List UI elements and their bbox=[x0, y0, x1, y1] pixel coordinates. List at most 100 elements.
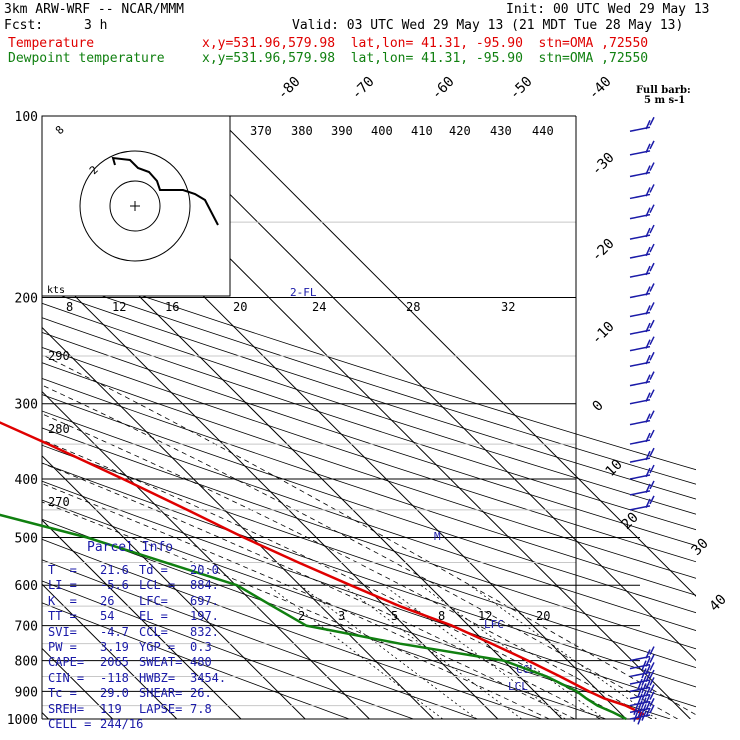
dry-adiabat-line bbox=[42, 377, 696, 596]
level-label: LFC bbox=[484, 618, 504, 631]
wind-barb bbox=[629, 464, 655, 480]
barb-flag bbox=[641, 660, 647, 671]
theta-label: 440 bbox=[532, 124, 554, 138]
barb-flag bbox=[645, 374, 651, 384]
fcst-value: 3 h bbox=[84, 18, 108, 33]
parcel-info-cell: SWEAT= bbox=[139, 655, 183, 670]
theta-label: 280 bbox=[48, 422, 70, 436]
wind-barb bbox=[629, 495, 655, 511]
barb-flag bbox=[649, 319, 655, 329]
isotherm-line bbox=[42, 390, 370, 719]
barb-legend-title: Full barb: bbox=[636, 85, 691, 96]
mixing-ratio-label: 2 bbox=[298, 609, 305, 623]
barb-flag bbox=[645, 701, 651, 711]
barb-flag bbox=[649, 302, 655, 311]
wind-barb bbox=[629, 646, 655, 662]
barb-flag bbox=[649, 464, 655, 474]
pressure-tick-label: 600 bbox=[15, 579, 38, 594]
parcel-info-cell: 884. bbox=[190, 578, 219, 593]
mixing-ratio-label: 20 bbox=[536, 609, 550, 623]
wind-barb bbox=[629, 243, 655, 259]
pressure-tick-label: 700 bbox=[15, 620, 38, 635]
wind-barb bbox=[629, 302, 655, 318]
pressure-tick-label: 200 bbox=[15, 292, 38, 307]
barb-flag bbox=[649, 204, 655, 214]
wind-barb bbox=[629, 319, 655, 335]
wind-barb bbox=[629, 371, 655, 387]
barb-flag bbox=[645, 339, 651, 349]
barb-flag bbox=[637, 686, 643, 698]
parcel-info-cell: 7.8 bbox=[190, 701, 212, 716]
init-time: Init: 00 UTC Wed 29 May 13 bbox=[506, 2, 710, 17]
dry-adiabat-line bbox=[42, 362, 696, 579]
parcel-info-cell: -5.6 bbox=[100, 578, 129, 593]
wind-barb bbox=[629, 140, 655, 156]
parcel-info-cell: 20.0 bbox=[190, 563, 219, 577]
barb-flag bbox=[645, 694, 651, 704]
barb-flag bbox=[649, 224, 655, 234]
barb-legend-units: 5 m s-1 bbox=[644, 95, 686, 106]
barb-flag bbox=[641, 668, 647, 679]
isotherm-label: 0 bbox=[590, 398, 607, 415]
parcel-info-cell: CCL= bbox=[139, 624, 168, 639]
barb-flag bbox=[649, 371, 655, 380]
mixing-ratio-line bbox=[420, 584, 605, 719]
wind-barb bbox=[629, 336, 655, 352]
isotherm-label: -70 bbox=[349, 74, 378, 103]
barb-flag bbox=[637, 700, 643, 712]
parcel-info-cell: 54 bbox=[100, 609, 115, 624]
moist-adiabat-line bbox=[42, 462, 601, 719]
parcel-info-cell: 3454. bbox=[190, 670, 227, 685]
isotherm-line bbox=[42, 583, 178, 719]
parcel-info-cell: SREH= bbox=[48, 701, 85, 716]
barb-flag bbox=[645, 227, 651, 238]
barb-flag bbox=[645, 483, 651, 494]
model-title: 3km ARW-WRF -- NCAR/MMM bbox=[4, 2, 185, 17]
parcel-info-cell: CIN = bbox=[48, 670, 85, 685]
parcel-info-cell: 0.3 bbox=[190, 640, 212, 654]
hodograph-trace bbox=[111, 156, 219, 226]
mixing-ratio-line bbox=[383, 584, 566, 719]
parcel-info-cell: HWBZ= bbox=[139, 670, 176, 685]
isotherm-label: -30 bbox=[589, 150, 618, 179]
barb-flag bbox=[645, 354, 651, 365]
wind-barb bbox=[629, 677, 655, 698]
barb-flag bbox=[649, 646, 655, 655]
barb-flag bbox=[645, 432, 651, 443]
wind-barb bbox=[629, 684, 655, 705]
parcel-info-cell: 29.0 bbox=[100, 686, 129, 701]
wind-barb bbox=[629, 691, 655, 716]
moist-adiabat-label: 28 bbox=[406, 300, 420, 314]
barb-flag bbox=[649, 336, 655, 346]
moist-adiabat-label: 24 bbox=[312, 300, 326, 314]
barb-flag bbox=[649, 162, 655, 171]
barb-flag bbox=[649, 447, 655, 457]
wind-barb bbox=[629, 283, 655, 299]
wind-barb bbox=[629, 351, 655, 367]
pressure-tick-label: 100 bbox=[15, 110, 38, 125]
parcel-info-cell: -118 bbox=[100, 670, 129, 685]
barb-flag bbox=[645, 392, 651, 402]
barb-flag bbox=[649, 480, 655, 490]
barb-flag bbox=[645, 467, 651, 478]
barb-flag bbox=[649, 691, 655, 700]
barb-flag bbox=[649, 704, 655, 714]
barb-flag bbox=[649, 669, 655, 679]
theta-label: 400 bbox=[371, 124, 393, 138]
moist-adiabat-label: 12 bbox=[112, 300, 126, 314]
isotherm-label: -60 bbox=[429, 74, 458, 103]
barb-flag bbox=[645, 265, 651, 276]
moist-adiabat-label: 16 bbox=[165, 300, 179, 314]
isotherm-label: -50 bbox=[507, 74, 536, 103]
isotherm-line bbox=[42, 455, 306, 719]
profile-lines bbox=[0, 421, 644, 721]
parcel-info-cell: SHEAR= bbox=[139, 686, 183, 701]
barb-flag bbox=[641, 690, 647, 701]
temperature-line bbox=[0, 421, 644, 720]
barb-flag bbox=[649, 495, 655, 505]
valid-time: Valid: 03 UTC Wed 29 May 13 (21 MDT Tue … bbox=[292, 18, 684, 33]
pressure-tick-label: 1000 bbox=[7, 713, 38, 728]
isotherm-label: 20 bbox=[619, 510, 642, 533]
barb-flag bbox=[645, 119, 651, 130]
barb-flag bbox=[645, 413, 651, 423]
